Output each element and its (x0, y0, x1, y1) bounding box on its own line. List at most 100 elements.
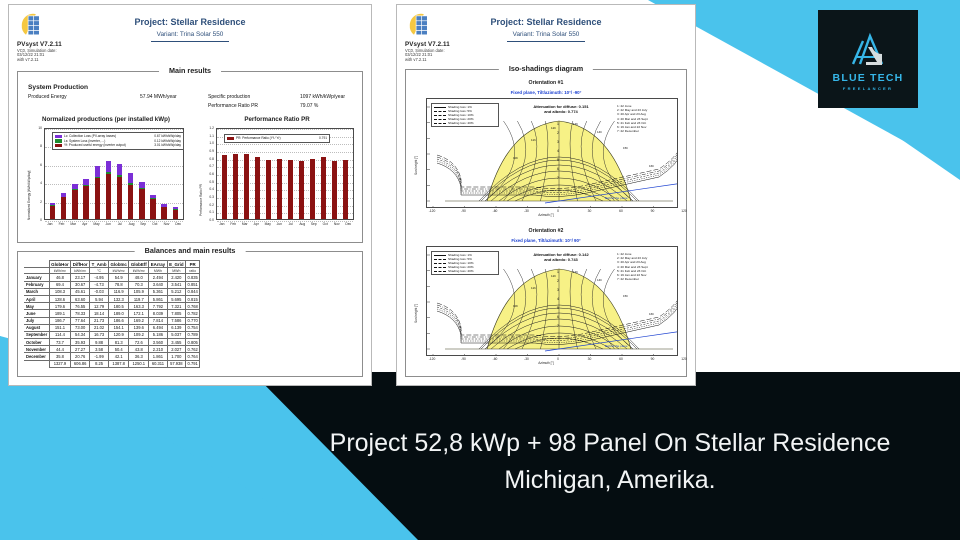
legend-value: 0.12 kWh/kWp/day (154, 138, 181, 143)
x-tick-label: Dec (345, 222, 352, 226)
main-results-frame: Main results System Production Produced … (17, 66, 363, 243)
total-cell: 1250.1 (128, 359, 150, 368)
iso-legend-label: Shading loss: 40% (448, 121, 474, 125)
column-unit: MWh (166, 267, 187, 275)
chart-1-plot (216, 128, 354, 222)
iso-legend-row: Shading loss: 5% (434, 109, 496, 113)
bar-segment (139, 189, 145, 219)
blue-tech-logo-card: BLUE TECH FREELANCER (818, 10, 918, 108)
orientation-2-ylabel: Sun height [°] (414, 303, 418, 323)
bar-column (221, 129, 228, 219)
report-1-header: PVsyst V7.2.11 VC0, Simulation date: 03/… (9, 5, 371, 63)
iso-x-tick-label: -90 (461, 357, 466, 361)
bar-segment (94, 178, 100, 219)
bar-segment (127, 184, 134, 219)
gridline (45, 221, 183, 222)
x-tick-label: Dec (175, 222, 182, 226)
iso-attenuation-1: Attenuation for diffuse: 0.151 and albed… (533, 104, 589, 114)
iso-legend-line (434, 270, 446, 272)
row-cell: 54.9 (108, 273, 130, 282)
row-cell: 81.3 (108, 338, 130, 347)
row-cell: 105.9 (128, 287, 150, 296)
row-cell: -1.99 (89, 352, 110, 361)
iso-dates-1: 1: 22 June 2: 22 May and 23 July 3: 20 A… (617, 104, 648, 134)
gridline (217, 144, 353, 146)
y-tick-label: 0.6 (209, 172, 214, 176)
bar-segment (72, 188, 78, 190)
report-1-app-sub: VC0, Simulation date: 03/12/22 21:01 wit… (17, 48, 57, 62)
row-cell: 3.541 (166, 280, 187, 289)
svg-text:11h: 11h (531, 138, 536, 142)
table-unit-row: kWh/m² kWh/m² °C kWh/m² kWh/m² MWh MWh ratio (24, 267, 201, 275)
report-1-variant: Variant: Trina Solar 550 (9, 31, 371, 42)
row-cell: 0.835 (185, 273, 201, 282)
orientation-2-block: Orientation #2 Fixed plane, Tilt/azimuth… (406, 228, 687, 370)
report-2-variant: Variant: Trina Solar 550 (397, 31, 695, 42)
svg-text:4: 4 (557, 297, 559, 301)
iso-legend-row: Shading loss: 40% (434, 121, 496, 125)
row-cell: 179.6 (48, 302, 72, 311)
table-row: July 186.7 77.64 21.73 186.6 169.2 7.814 7.586 0… (24, 316, 201, 325)
bar-column (342, 129, 349, 219)
row-cell: 2.494 (148, 273, 168, 282)
row-cell: 132.3 (108, 294, 130, 304)
y-tick-label: 10 (38, 126, 42, 130)
row-cell: 154.1 (108, 323, 130, 332)
row-cell: 72.6 (128, 338, 150, 347)
row-cell: 0.770 (185, 316, 201, 325)
x-tick-label: Sep (310, 222, 317, 226)
bar (342, 160, 349, 219)
row-cell: -4.73 (89, 280, 110, 289)
svg-text:11h: 11h (531, 286, 536, 290)
iso-x-tick-label: 30 (587, 357, 592, 361)
svg-text:13h: 13h (573, 122, 578, 126)
x-tick-label: Jan (219, 222, 225, 226)
bar-column (243, 129, 250, 219)
row-cell: 5.186 (148, 330, 168, 340)
row-cell: 3.640 (148, 280, 168, 289)
row-cell: 7.805 (166, 309, 187, 318)
mountain-logo-icon (851, 32, 884, 65)
row-cell: 128.6 (48, 294, 72, 304)
bar-column (49, 129, 56, 219)
iso-x-tick-label: 90 (650, 209, 655, 213)
bar-column (139, 129, 145, 219)
row-cell: 3.58 (89, 345, 110, 354)
bar-segment (127, 183, 134, 185)
svg-text:14h: 14h (597, 130, 602, 134)
bar-segment (150, 199, 156, 219)
x-tick-label: Aug (128, 222, 135, 226)
gridline (217, 182, 353, 184)
y-tick-label: 1.0 (209, 141, 214, 146)
iso-legend-line (434, 254, 446, 256)
legend-swatch (55, 134, 62, 139)
bar-column (265, 129, 272, 219)
x-tick-label: Oct (152, 222, 158, 226)
table-row: February 69.4 30.67 -4.73 78.8 70.3 3.640 3.541… (24, 280, 201, 289)
row-cell: 6.494 (148, 323, 168, 332)
iso-legend-label: Shading loss: 1% (448, 253, 472, 257)
y-tick-label: 0.0 (209, 218, 214, 222)
y-tick-label: 0 (40, 218, 42, 222)
bar-segment (83, 184, 89, 187)
row-cell: 139.6 (128, 323, 150, 332)
row-cell: 169.2 (128, 316, 150, 325)
row-cell: 0.805 (185, 338, 201, 347)
row-cell: 8.039 (148, 309, 168, 318)
x-tick-label: Feb (230, 222, 237, 226)
legend-swatch (227, 136, 234, 141)
column-unit: kWh/m² (108, 267, 130, 275)
chart-1-title: Performance Ratio PR (244, 116, 310, 123)
row-cell: 7.814 (148, 316, 168, 325)
svg-text:1: 1 (557, 270, 559, 274)
x-tick-label: May (93, 222, 100, 226)
bar (265, 160, 272, 219)
iso-shading-svg-1: Behind the plane 10h 11h 12h 13h 14h 15h 16h 1 2 3… (427, 106, 677, 207)
row-cell: 45.61 (70, 287, 91, 296)
table-row: August 151.1 73.00 21.02 154.1 139.6 6.494 6.13… (24, 323, 201, 332)
bar-column (116, 129, 123, 219)
bar-segment (94, 176, 100, 179)
bar-column (105, 129, 112, 219)
svg-text:12h: 12h (551, 126, 556, 130)
logo-tagline: FREELANCER (842, 86, 894, 91)
